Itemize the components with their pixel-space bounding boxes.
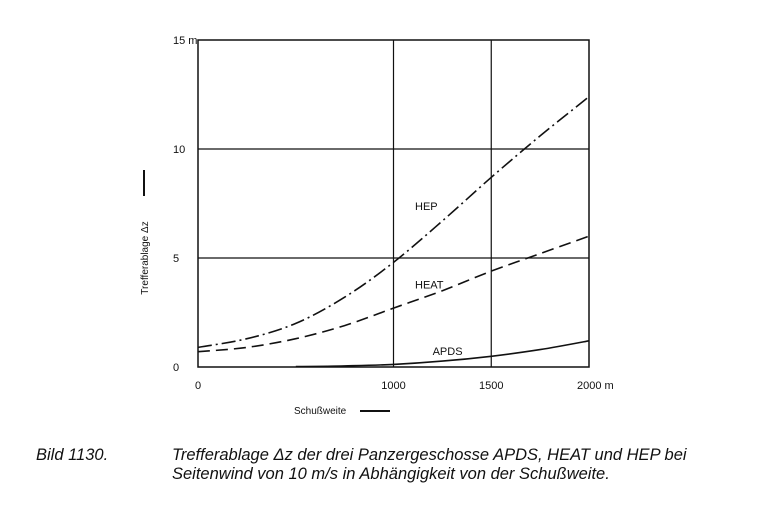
y-axis-label: Trefferablage Δz <box>140 221 151 294</box>
y-tick-label: 10 <box>173 144 185 156</box>
series-line-hep <box>197 96 590 349</box>
x-axis-ticks: 0 1000 1500 2000 m <box>195 380 614 392</box>
x-tick-label: 1000 <box>381 380 405 392</box>
series-line-apds <box>295 340 590 368</box>
y-axis-ticks: 0 5 10 15 m <box>173 35 197 374</box>
series-labels: HEP HEAT APDS <box>415 201 463 358</box>
chart: 0 5 10 15 m 0 1000 1500 2000 m HEP HEAT APDS Tre… <box>140 35 614 417</box>
x-tick-label: 0 <box>195 380 201 392</box>
y-tick-label: 5 <box>173 253 179 265</box>
x-axis-label: Schußweite <box>294 406 347 417</box>
caption-label: Bild 1130. <box>36 446 109 464</box>
x-tick-label: 1500 <box>479 380 503 392</box>
series-label-heat: HEAT <box>415 280 444 292</box>
series-label-hep: HEP <box>415 201 438 213</box>
caption-text: Trefferablage Δz der drei Panzergeschoss… <box>172 446 687 483</box>
series-line-heat <box>197 235 590 353</box>
chart-grid <box>197 39 590 368</box>
y-axis-title: Trefferablage Δz <box>140 221 151 294</box>
x-tick-label: 2000 m <box>577 380 614 392</box>
series-label-apds: APDS <box>433 346 463 358</box>
y-tick-label: 15 m <box>173 35 197 47</box>
y-tick-label: 0 <box>173 362 179 374</box>
chart-series <box>197 96 590 368</box>
